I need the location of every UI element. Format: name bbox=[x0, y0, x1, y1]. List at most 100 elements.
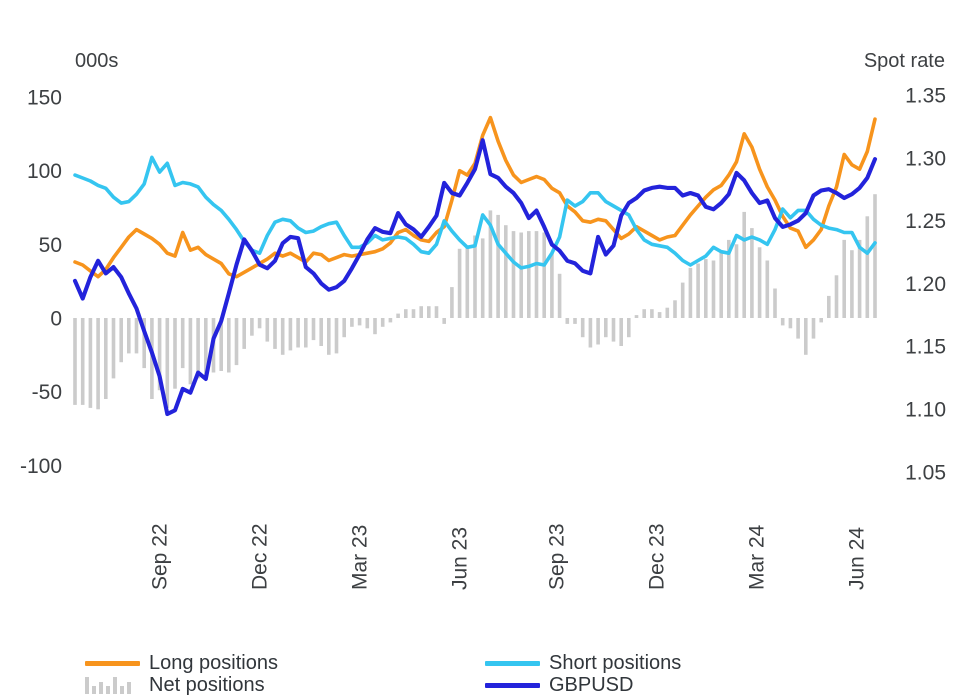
net-bar bbox=[434, 306, 439, 318]
net-bar bbox=[173, 318, 177, 389]
net-bar bbox=[280, 318, 285, 355]
net-bar bbox=[711, 260, 716, 318]
net-bar bbox=[696, 263, 700, 318]
net-bar bbox=[865, 216, 870, 318]
net-bar bbox=[611, 318, 616, 342]
net-bar bbox=[750, 228, 754, 318]
net-bar bbox=[780, 318, 785, 326]
net-bar bbox=[242, 318, 246, 349]
net-bar bbox=[180, 318, 185, 369]
net-bar bbox=[442, 318, 446, 324]
net-bar bbox=[350, 318, 354, 327]
net-bar bbox=[227, 318, 231, 373]
legend-label-short-positions: Short positions bbox=[549, 651, 682, 674]
net-bar bbox=[504, 225, 508, 318]
net-bar bbox=[580, 318, 585, 338]
net-bar bbox=[396, 313, 400, 318]
net-bar bbox=[142, 318, 146, 369]
legend-item-net-positions: Net positions bbox=[85, 674, 265, 695]
net-bar bbox=[73, 318, 77, 405]
net-bar bbox=[480, 238, 485, 318]
net-bar bbox=[811, 318, 816, 339]
net-bar bbox=[88, 318, 93, 408]
net-bar bbox=[373, 318, 377, 335]
net-bar bbox=[427, 306, 431, 318]
legend-item-gbpusd: GBPUSD bbox=[485, 674, 633, 695]
net-positions-bars bbox=[73, 194, 877, 410]
right-axis-tick: 1.05 bbox=[905, 461, 946, 484]
net-bar bbox=[604, 318, 608, 338]
left-axis-tick: 150 bbox=[27, 87, 62, 110]
gbpusd-line bbox=[72, 138, 878, 417]
net-bar bbox=[296, 318, 300, 348]
net-bar bbox=[288, 318, 293, 351]
x-axis-tick: Dec 22 bbox=[249, 523, 272, 590]
x-axis-tick: Jun 23 bbox=[449, 527, 472, 590]
net-bar bbox=[819, 318, 823, 323]
net-bar bbox=[727, 239, 731, 318]
net-bar bbox=[657, 312, 662, 318]
net-bar bbox=[104, 318, 108, 399]
net-bar bbox=[588, 318, 593, 348]
net-bar bbox=[188, 318, 193, 385]
net-bar bbox=[304, 318, 308, 348]
net-swatch-bar bbox=[92, 685, 96, 694]
net-bar bbox=[642, 309, 646, 318]
net-bar bbox=[519, 232, 523, 318]
right-axis-tick: 1.25 bbox=[905, 210, 946, 233]
net-bar bbox=[873, 194, 877, 318]
short-positions-line bbox=[73, 155, 877, 270]
net-bar bbox=[688, 267, 693, 318]
net-bar bbox=[619, 318, 623, 346]
net-bar bbox=[327, 318, 331, 355]
net-bar bbox=[80, 318, 85, 405]
net-bar bbox=[404, 309, 408, 318]
legend-item-long-positions: Long positions bbox=[85, 652, 278, 674]
net-bar bbox=[465, 245, 470, 318]
net-bar bbox=[257, 318, 262, 329]
legend-label-long-positions: Long positions bbox=[149, 651, 278, 674]
net-bar bbox=[634, 315, 639, 318]
x-axis-tick: Mar 23 bbox=[349, 525, 372, 590]
net-bar bbox=[765, 260, 770, 318]
net-bar bbox=[596, 318, 600, 345]
legend: Long positions Net positions Short posit… bbox=[0, 644, 954, 695]
net-bar bbox=[250, 318, 254, 336]
net-bar bbox=[111, 318, 116, 379]
x-axis-tick: Sep 22 bbox=[149, 523, 172, 590]
right-axis-tick: 1.10 bbox=[905, 399, 946, 422]
net-bar bbox=[719, 251, 723, 318]
net-bar bbox=[357, 318, 362, 326]
net-bar bbox=[419, 306, 423, 318]
net-bar bbox=[650, 309, 654, 318]
net-bar bbox=[680, 282, 685, 318]
left-axis-tick: 50 bbox=[39, 234, 62, 257]
net-bar bbox=[757, 247, 762, 318]
net-bar bbox=[542, 232, 546, 318]
net-swatch-bar bbox=[106, 685, 110, 694]
net-bar bbox=[119, 318, 123, 363]
net-bar bbox=[673, 300, 677, 318]
net-bar bbox=[496, 214, 500, 318]
net-bar bbox=[488, 210, 493, 318]
left-axis-tick: -50 bbox=[32, 381, 62, 404]
net-bar bbox=[273, 318, 277, 349]
net-bar bbox=[204, 318, 208, 376]
x-axis-tick: Dec 23 bbox=[646, 523, 669, 590]
net-bar bbox=[557, 273, 562, 318]
net-bar bbox=[573, 318, 577, 324]
net-bar bbox=[219, 318, 223, 371]
x-axis-tick: Sep 23 bbox=[546, 523, 569, 590]
net-bar bbox=[796, 318, 800, 339]
net-bar bbox=[842, 239, 846, 318]
net-bar bbox=[265, 318, 270, 342]
net-bar bbox=[527, 231, 531, 318]
net-bar bbox=[788, 318, 793, 329]
net-bar bbox=[857, 239, 862, 318]
net-bar bbox=[196, 318, 200, 379]
net-bar bbox=[534, 231, 539, 318]
net-bar bbox=[127, 318, 131, 354]
right-axis-title: Spot rate bbox=[863, 50, 945, 72]
x-axis-tick: Mar 24 bbox=[746, 524, 769, 590]
